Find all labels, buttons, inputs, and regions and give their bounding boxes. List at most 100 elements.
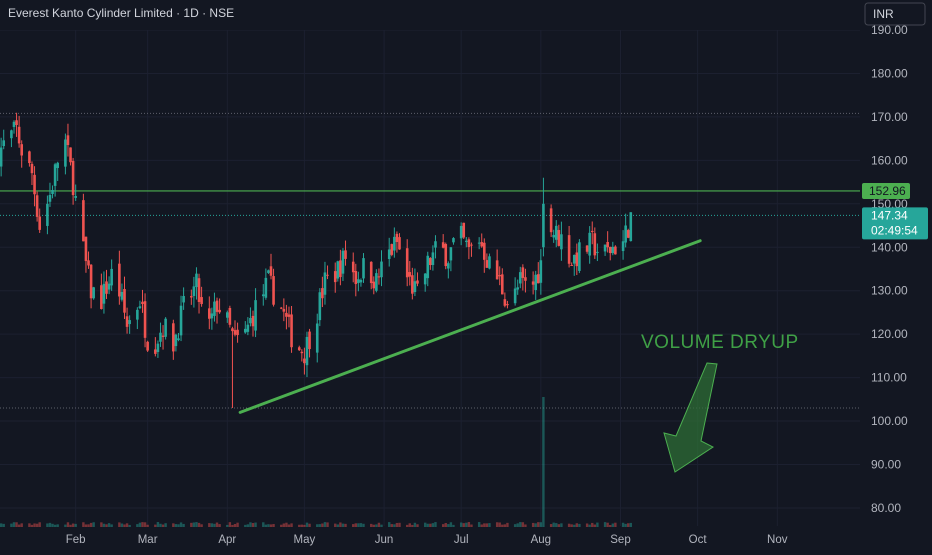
candle-body <box>15 120 18 126</box>
down-arrow-icon <box>663 362 718 473</box>
candle-body <box>305 336 309 366</box>
volume-bar <box>560 523 563 527</box>
candle-body <box>531 281 535 285</box>
candle-body <box>2 140 6 147</box>
volume-bar <box>71 523 75 527</box>
volume-bar <box>485 523 489 527</box>
volume-bar <box>35 523 39 527</box>
candle-body <box>339 260 342 278</box>
candle-body <box>629 212 633 242</box>
candle-body <box>416 280 419 284</box>
candle-body <box>218 309 221 313</box>
time-axis[interactable]: Feb Mar Apr May Jun Jul Aug Sep Oct Nov <box>66 534 788 546</box>
volume-bar <box>596 522 599 527</box>
candle-body <box>128 320 131 325</box>
volume-bar <box>549 524 553 527</box>
volume-bar <box>495 522 499 527</box>
candle-body <box>136 309 139 320</box>
candle-body <box>17 126 21 144</box>
volume-bar <box>30 524 34 527</box>
volume-bar <box>226 524 229 527</box>
volume-bar <box>161 524 165 527</box>
candle-body <box>351 261 355 273</box>
volume-bar <box>344 523 347 527</box>
volume-bar <box>501 524 504 527</box>
volume-bar <box>254 522 257 527</box>
volume-bar <box>393 524 396 527</box>
candle-body <box>159 332 162 342</box>
y-tick-label: 80.00 <box>871 501 901 515</box>
candle-body <box>518 272 522 284</box>
volume-bar <box>354 523 357 527</box>
candle-body <box>470 244 473 246</box>
volume-bar <box>537 522 540 527</box>
volume-bar <box>519 522 522 527</box>
volume-bar <box>87 524 90 527</box>
candle-body <box>357 279 360 283</box>
price-axis[interactable]: 190.00 180.00 170.00 160.00 150.00 140.00 130.… <box>871 23 908 515</box>
volume-bar <box>136 524 139 527</box>
candle-body <box>393 236 396 251</box>
candle-body <box>536 274 540 284</box>
candle-body <box>69 147 72 163</box>
candle-body <box>429 258 432 266</box>
last-price-label: 147.34 <box>871 208 908 222</box>
volume-bar <box>236 522 239 527</box>
candle-body <box>197 278 201 303</box>
candle-body <box>192 286 196 297</box>
candle-body <box>557 230 561 246</box>
candle-body <box>459 225 463 239</box>
candle-body <box>66 135 70 146</box>
volume-bar <box>480 524 483 527</box>
volume-bar <box>138 522 142 527</box>
volume-bar <box>408 523 411 527</box>
volume-bar <box>179 522 183 527</box>
volume-bar <box>195 522 198 527</box>
candle-body <box>195 273 198 288</box>
candle-body <box>300 351 304 354</box>
volume-bar <box>156 522 160 527</box>
candle-body <box>33 174 36 195</box>
volume-bar <box>305 522 309 527</box>
volume-bar <box>416 524 419 527</box>
x-tick-label: Oct <box>689 534 708 546</box>
volume-bar <box>444 523 447 527</box>
volume-bar <box>611 523 614 527</box>
volume-bar <box>411 524 414 527</box>
chart-title: Everest Kanto Cylinder Limited · 1D · NS… <box>8 6 234 20</box>
volume-bar <box>462 523 465 527</box>
candle-body <box>71 160 75 196</box>
candle-body <box>246 324 250 332</box>
volume-bar <box>82 522 85 527</box>
volume-bar <box>406 524 409 527</box>
volume-bar <box>588 524 591 527</box>
last-price-tag <box>862 207 928 240</box>
candle-body <box>10 130 13 139</box>
currency-button[interactable]: INR <box>864 2 926 26</box>
y-tick-label: 90.00 <box>871 458 901 472</box>
candle-body <box>336 261 340 279</box>
candle-body <box>624 225 627 243</box>
volume-bar <box>231 524 234 527</box>
candle-body <box>390 244 394 255</box>
candle-body <box>285 312 288 317</box>
volume-bar <box>498 522 501 527</box>
candle-body <box>500 274 504 295</box>
volume-bar <box>323 522 327 527</box>
candle-body <box>261 294 265 297</box>
volume-bar <box>552 522 555 527</box>
volume-bar <box>46 523 49 527</box>
volume-bar <box>624 523 627 527</box>
volume-bar <box>300 524 304 527</box>
volume-bar <box>531 522 535 527</box>
volume-bar <box>521 522 525 527</box>
candle-body <box>413 281 417 293</box>
volume-bar <box>10 523 13 527</box>
volume-bar <box>197 522 201 527</box>
candle-body <box>48 194 52 202</box>
candle-body <box>467 239 471 248</box>
volume-bar <box>390 524 393 527</box>
volume-bar <box>182 523 185 527</box>
